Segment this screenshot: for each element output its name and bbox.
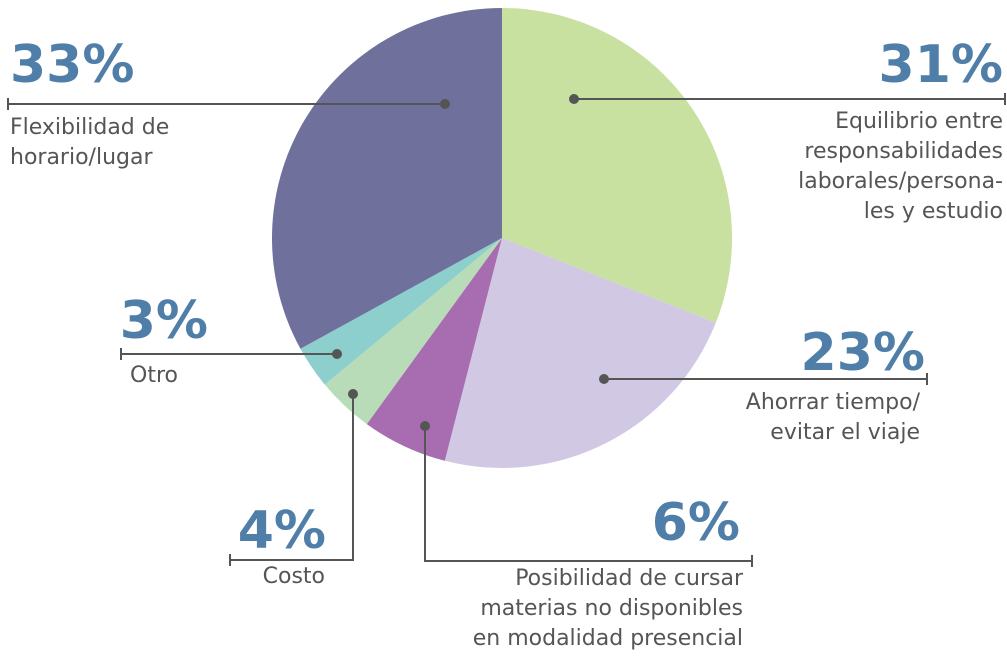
value-label: 33% — [10, 35, 134, 95]
slice-label: Ahorrar tiempo/ — [746, 390, 921, 415]
slice-label: horario/lugar — [10, 145, 153, 170]
slice-label: laborales/persona- — [798, 169, 1003, 194]
leader-dot — [440, 99, 450, 109]
value-label: 31% — [879, 35, 1003, 95]
slice-label: Costo — [263, 564, 325, 589]
slice-label: les y estudio — [864, 199, 1003, 224]
leader-line — [424, 426, 752, 562]
pie-slice — [272, 8, 502, 349]
slice-label: Equilibrio entre — [835, 109, 1003, 134]
slice-label: evitar el viaje — [770, 420, 920, 445]
pie-slice — [366, 238, 502, 461]
slice-label: Otro — [130, 363, 178, 388]
leader-line — [230, 394, 354, 561]
leader-dot — [569, 94, 579, 104]
slice-label: Flexibilidad de — [10, 115, 169, 140]
slice-label: Posibilidad de cursar — [515, 566, 744, 591]
leader-dot — [420, 421, 430, 431]
slice-label: en modalidad presencial — [473, 626, 743, 651]
pie-slice — [444, 238, 716, 469]
pie-slice — [300, 238, 502, 385]
value-label: 4% — [238, 501, 326, 561]
leader-dot — [332, 349, 342, 359]
value-label: 23% — [801, 323, 925, 383]
slice-label: materias no disponibles — [480, 596, 743, 621]
pie-slice — [324, 238, 502, 425]
value-label: 3% — [120, 291, 208, 351]
leader-dot — [599, 374, 609, 384]
slice-label: responsabilidades — [804, 139, 1003, 164]
value-label: 6% — [652, 493, 740, 553]
pie-slice — [502, 8, 732, 323]
leader-dot — [348, 389, 358, 399]
